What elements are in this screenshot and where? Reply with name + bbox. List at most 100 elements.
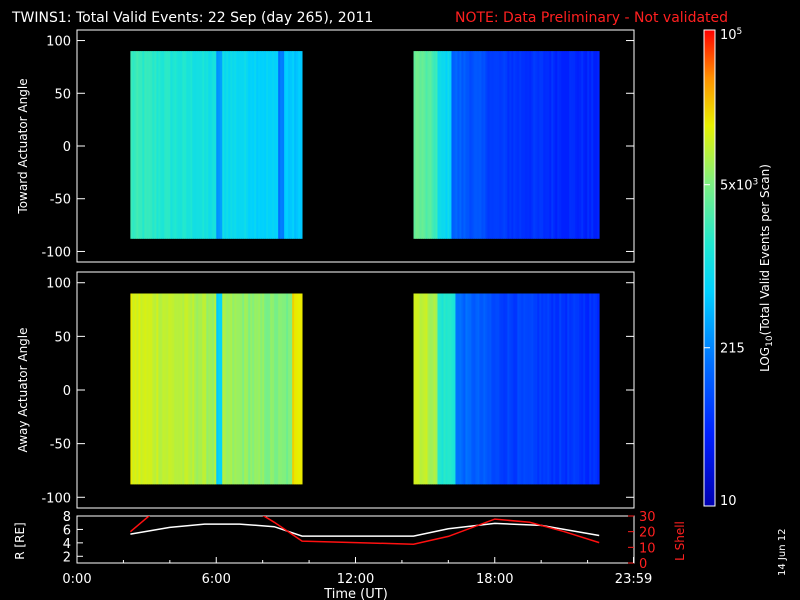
heatmap-column (178, 293, 181, 485)
heatmap-column (278, 51, 281, 239)
heatmap-column (517, 293, 520, 485)
heatmap-column (228, 293, 231, 485)
orbit-right-tick-label: 10 (639, 541, 656, 556)
heatmap-column (575, 293, 578, 485)
y-tick-label: 100 (46, 35, 71, 50)
heatmap-column (252, 51, 255, 239)
heatmap-column (164, 293, 167, 485)
heatmap-column (262, 293, 265, 485)
heatmap-column (154, 51, 157, 239)
heatmap-column (583, 293, 586, 485)
heatmap-column (232, 293, 235, 485)
heatmap-column (140, 51, 143, 239)
heatmap-column (571, 293, 574, 485)
heatmap-column (258, 293, 261, 485)
heatmap-column (254, 293, 257, 485)
heatmap-column (248, 293, 251, 485)
heatmap-column (270, 51, 273, 239)
heatmap-column (507, 293, 510, 485)
heatmap-column (286, 51, 289, 239)
heatmap-column (290, 293, 293, 485)
heatmap-column (597, 51, 600, 239)
heatmap-column (447, 51, 450, 239)
heatmap-column (194, 293, 197, 485)
heatmap-column (521, 293, 524, 485)
heatmap-column (152, 51, 155, 239)
heatmap-column (553, 293, 556, 485)
heatmap-column (272, 51, 275, 239)
heatmap-column (144, 51, 147, 239)
heatmap-column (483, 293, 486, 485)
heatmap-column (156, 293, 159, 485)
heatmap-column (435, 293, 438, 485)
heatmap-column (493, 293, 496, 485)
heatmap-column (505, 51, 508, 239)
y-tick-label: -100 (41, 491, 71, 506)
heatmap-column (447, 293, 450, 485)
heatmap-column (254, 51, 257, 239)
heatmap-column (477, 51, 480, 239)
heatmap-column (266, 293, 269, 485)
heatmap-column (150, 293, 153, 485)
heatmap-column (242, 293, 245, 485)
heatmap-column (569, 293, 572, 485)
heatmap-column (146, 51, 149, 239)
heatmap-column (260, 293, 263, 485)
time-tick-label: 12:00 (337, 572, 374, 587)
heatmap-column (298, 51, 301, 239)
heatmap-column (587, 51, 590, 239)
heatmap-column (561, 51, 564, 239)
heatmap-column (421, 293, 424, 485)
heatmap-column (559, 293, 562, 485)
heatmap-column (224, 51, 227, 239)
colorbar-tick-label: 105 (720, 27, 742, 43)
heatmap-column (238, 51, 241, 239)
heatmap-column (202, 293, 205, 485)
heatmap-column (176, 293, 179, 485)
heatmap-column (274, 293, 277, 485)
heatmap-column (535, 293, 538, 485)
heatmap-column (170, 51, 173, 239)
heatmap-column (134, 51, 137, 239)
heatmap-column (491, 51, 494, 239)
heatmap-column (425, 293, 428, 485)
heatmap-column (525, 293, 528, 485)
orbit-series-line (130, 522, 600, 537)
colorbar-label-rest: (Total Valid Events per Scan) (758, 164, 772, 335)
heatmap-column (443, 51, 446, 239)
y-tick-label: 0 (63, 140, 71, 155)
heatmap-column (589, 51, 592, 239)
heatmap-column (489, 51, 492, 239)
away-panel: 100 50 0 -50 -100 Away Actuator Angle (16, 271, 635, 509)
heatmap-column (228, 51, 231, 239)
y-tick-label: -50 (50, 438, 71, 453)
heatmap-column (589, 293, 592, 485)
heatmap-column (483, 51, 486, 239)
heatmap-column (220, 51, 223, 239)
heatmap-column (555, 293, 558, 485)
heatmap-column (545, 51, 548, 239)
heatmap-column (507, 51, 510, 239)
heatmap-column (429, 293, 432, 485)
time-tick-label: 6:00 (202, 572, 231, 587)
y-tick-label: -50 (50, 193, 71, 208)
heatmap-column (581, 293, 584, 485)
heatmap-column (210, 293, 213, 485)
heatmap-column (132, 51, 135, 239)
heatmap-column (463, 51, 466, 239)
orbit-left-label: R [RE] (13, 522, 27, 559)
toward-panel: 100 50 0 -50 -100 Toward Actuator Angle (16, 29, 635, 263)
heatmap-column (172, 51, 175, 239)
heatmap-column (232, 51, 235, 239)
heatmap-column (174, 293, 177, 485)
heatmap-column (523, 51, 526, 239)
date-stamp: 14 Jun 12 (777, 529, 788, 576)
heatmap-column (212, 293, 215, 485)
heatmap-column (513, 293, 516, 485)
heatmap-column (180, 293, 183, 485)
heatmap-column (252, 293, 255, 485)
heatmap-column (419, 51, 422, 239)
heatmap-column (132, 293, 135, 485)
heatmap-column (531, 51, 534, 239)
time-axis-ticks: 0:00 6:00 12:00 18:00 23:59 (62, 557, 652, 587)
